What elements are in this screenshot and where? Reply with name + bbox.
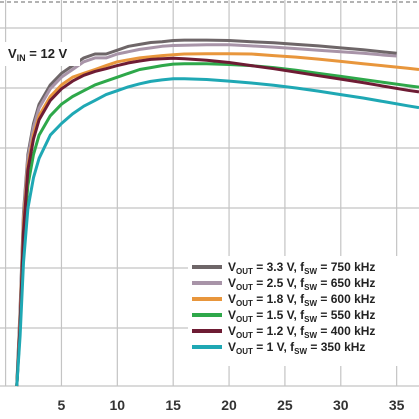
x-tick-label: 10 — [110, 397, 126, 413]
legend-label: VOUT = 3.3 V, fSW = 750 kHz — [228, 260, 375, 276]
legend-label-part: = 550 kHz — [317, 308, 375, 322]
vin-label-sub: IN — [17, 53, 26, 63]
legend-label-part: OUT — [236, 267, 253, 276]
x-tick-label: 30 — [333, 397, 349, 413]
legend-label-part: = 3.3 V, f — [253, 260, 305, 274]
legend-label-part: V — [228, 308, 236, 322]
vin-label-main: V — [8, 46, 17, 61]
legend-label-part: V — [228, 340, 236, 354]
vin-label: VIN = 12 V — [8, 46, 68, 63]
vin-label-rest: = 12 V — [26, 46, 68, 61]
legend-item-1: VOUT = 3.3 V, fSW = 750 kHz — [192, 260, 375, 276]
legend-label-part: = 400 kHz — [317, 324, 375, 338]
legend-label-part: V — [228, 324, 236, 338]
legend-label-part: = 1.2 V, f — [253, 324, 305, 338]
series-lines — [15, 38, 419, 387]
legend-item-3: VOUT = 1.8 V, fSW = 600 kHz — [192, 292, 375, 308]
legend-label-part: SW — [304, 299, 317, 308]
x-tick-label: 20 — [221, 397, 237, 413]
legend-label-part: = 1.5 V, f — [253, 308, 305, 322]
legend-item-2: VOUT = 2.5 V, fSW = 650 kHz — [192, 276, 375, 292]
x-tick-label: 15 — [165, 397, 181, 413]
legend-label: VOUT = 2.5 V, fSW = 650 kHz — [228, 276, 375, 292]
legend-box — [188, 256, 419, 366]
legend-label-part: SW — [304, 315, 317, 324]
legend-label-part: SW — [304, 283, 317, 292]
legend-label-part: OUT — [236, 315, 253, 324]
legend-label-part: V — [228, 260, 236, 274]
legend-label-part: OUT — [236, 331, 253, 340]
legend-label: VOUT = 1.8 V, fSW = 600 kHz — [228, 292, 375, 308]
legend-label-part: SW — [304, 267, 317, 276]
x-tick-label: 25 — [277, 397, 293, 413]
legend-label-part: = 750 kHz — [317, 260, 375, 274]
x-tick-labels: 5 10 15 20 25 30 35 — [58, 397, 405, 413]
legend-label-part: OUT — [236, 283, 253, 292]
series-line-5 — [15, 56, 419, 387]
legend-label-part: V — [228, 292, 236, 306]
legend-item-5: VOUT = 1.2 V, fSW = 400 kHz — [192, 324, 375, 340]
legend-label-part: = 600 kHz — [317, 292, 375, 306]
legend-label-part: = 350 kHz — [307, 340, 365, 354]
legend-label: VOUT = 1.2 V, fSW = 400 kHz — [228, 324, 375, 340]
legend-label-part: V — [228, 276, 236, 290]
series-line-4 — [15, 62, 419, 387]
legend-label-part: SW — [294, 347, 307, 356]
series-line-6 — [15, 77, 419, 387]
legend-item-6: VOUT = 1 V, fSW = 350 kHz — [192, 340, 365, 356]
legend-label-part: SW — [304, 331, 317, 340]
legend-label-part: = 650 kHz — [317, 276, 375, 290]
legend-label: VOUT = 1.5 V, fSW = 550 kHz — [228, 308, 375, 324]
vin-annotation-bg — [2, 42, 80, 66]
legend-label: VOUT = 1 V, fSW = 350 kHz — [228, 340, 365, 356]
vin-annotation: VIN = 12 V — [2, 42, 80, 66]
x-tick-label: 35 — [389, 397, 405, 413]
series-line-2 — [15, 43, 397, 387]
x-tick-label: 5 — [58, 397, 66, 413]
legend-item-4: VOUT = 1.5 V, fSW = 550 kHz — [192, 308, 375, 324]
legend-label-part: OUT — [236, 347, 253, 356]
legend-label-part: = 1.8 V, f — [253, 292, 305, 306]
legend-label-part: OUT — [236, 299, 253, 308]
legend-label-part: = 2.5 V, f — [253, 276, 305, 290]
legend-label-part: = 1 V, f — [253, 340, 295, 354]
